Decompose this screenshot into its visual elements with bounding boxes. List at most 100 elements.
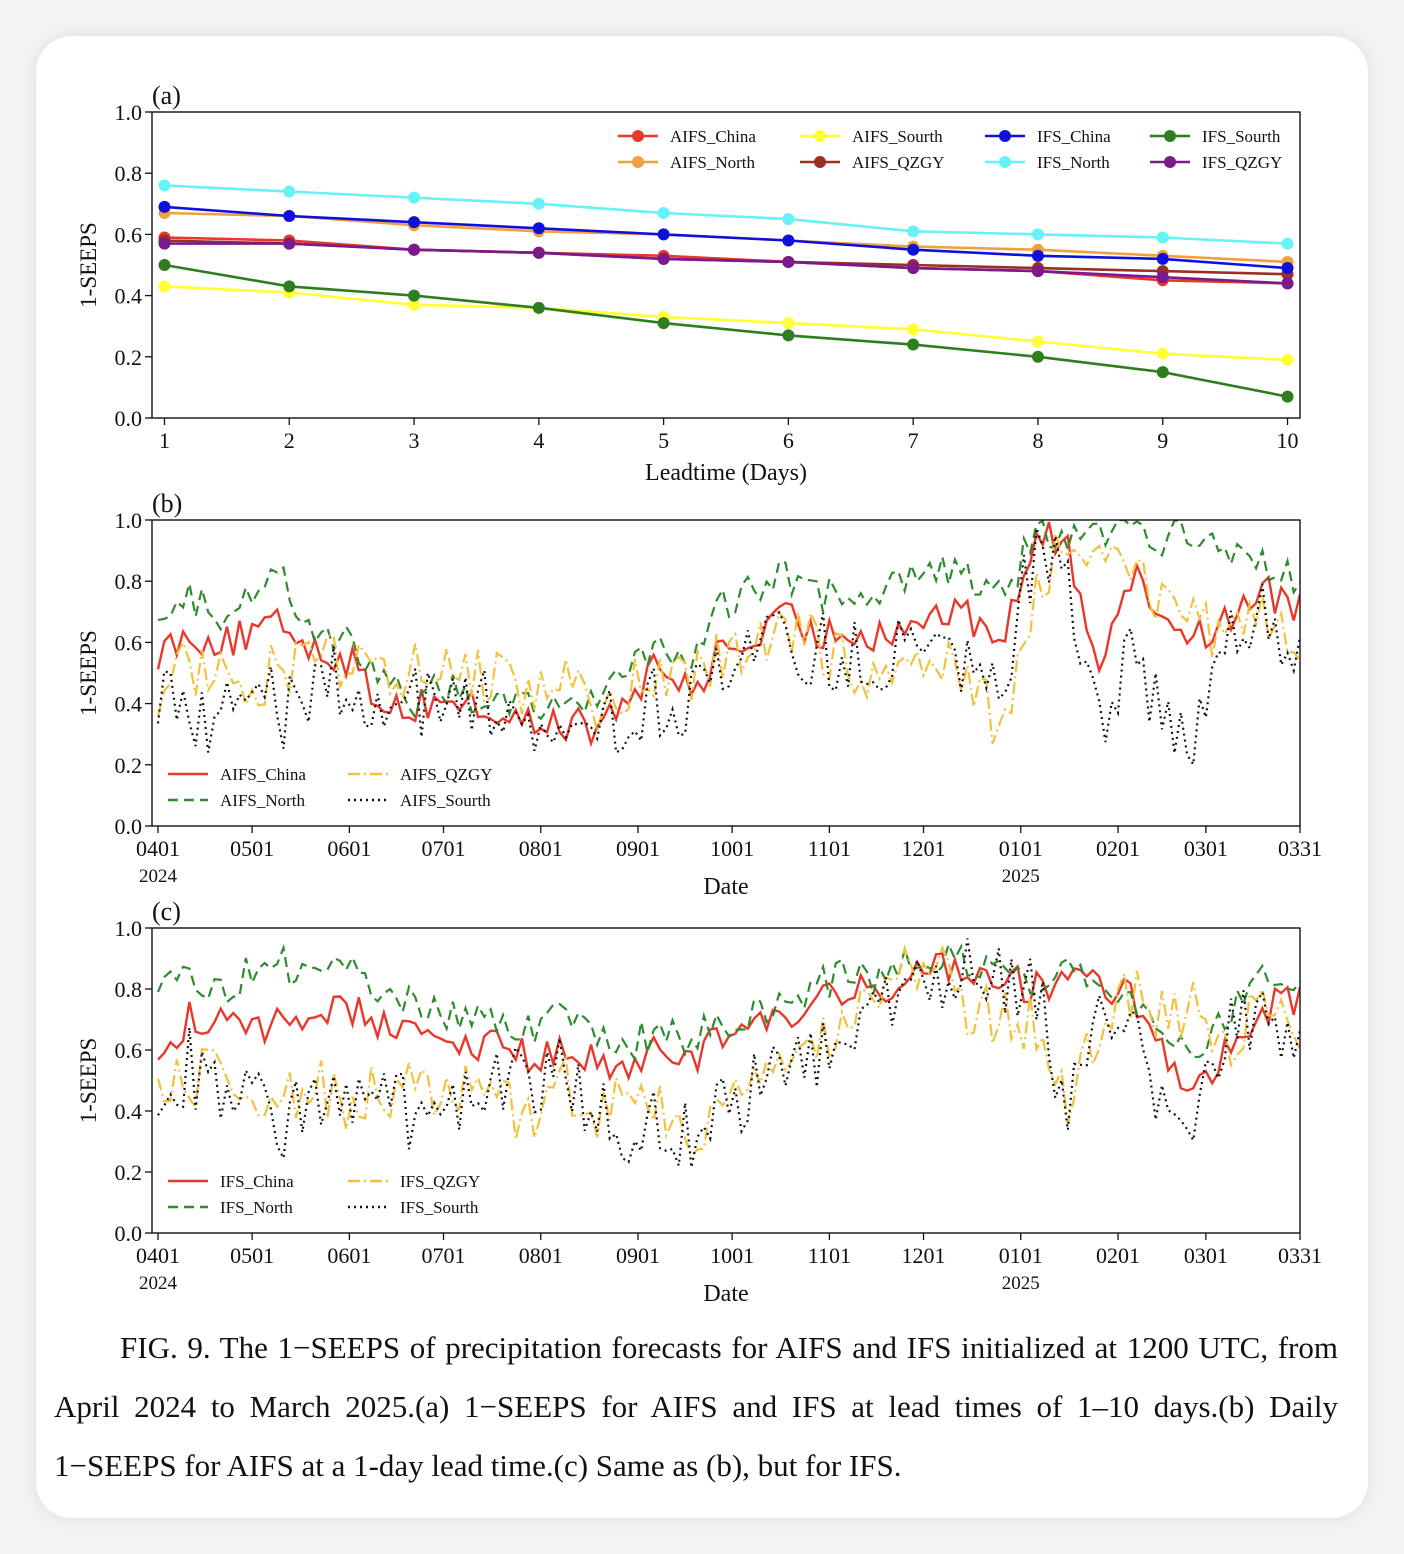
legend-marker — [1164, 156, 1176, 168]
series-line-AIFS_Sourth — [156, 527, 1300, 768]
legend-marker — [632, 156, 644, 168]
data-point-IFS_China — [1156, 252, 1169, 265]
data-point-IFS_QZGY — [1031, 265, 1044, 278]
x-tick-label: 0501 — [230, 1243, 274, 1268]
x-tick-year-label: 2025 — [1002, 1273, 1040, 1294]
x-tick-label: 0801 — [519, 836, 563, 861]
data-point-IFS_North — [1281, 237, 1294, 250]
data-point-IFS_QZGY — [532, 246, 545, 259]
y-tick-label: 0.6 — [115, 1038, 143, 1063]
x-tick-label: 10 — [1277, 428, 1299, 453]
legend-entry: AIFS_Sourth — [400, 791, 491, 810]
x-tick-label: 0901 — [616, 836, 660, 861]
data-point-IFS_Sourth — [1031, 350, 1044, 363]
data-point-IFS_China — [1031, 249, 1044, 262]
x-tick-year-label: 2025 — [1002, 866, 1040, 887]
data-point-IFS_QZGY — [657, 252, 670, 265]
data-point-AIFS_Sourth — [1281, 353, 1294, 366]
series-line-IFS_China — [157, 952, 1300, 1092]
y-tick-label: 0.4 — [115, 692, 143, 717]
x-tick-label: 1001 — [710, 1243, 754, 1268]
x-axis-label: Date — [703, 874, 748, 900]
data-point-IFS_North — [782, 213, 795, 226]
x-tick-label: 0301 — [1184, 1243, 1228, 1268]
panel-label: (b) — [152, 489, 182, 518]
data-point-IFS_North — [657, 206, 670, 219]
plot-frame — [151, 927, 1301, 1234]
series-line-IFS_QZGY — [164, 242, 1288, 285]
legend-marker — [999, 130, 1011, 142]
x-tick-year-label: 2024 — [139, 1273, 178, 1294]
x-tick-label: 1201 — [902, 836, 946, 861]
data-point-IFS_China — [283, 210, 296, 223]
legend: AIFS_China AIFS_North AIFS_Sourth AIFS_QZGY… — [618, 127, 1282, 172]
y-tick-label: 0.6 — [115, 222, 143, 247]
data-point-IFS_North — [283, 185, 296, 198]
y-tick-label: 1.0 — [115, 100, 143, 125]
data-point-IFS_Sourth — [283, 280, 296, 293]
data-point-IFS_China — [1281, 262, 1294, 275]
x-tick-label: 4 — [533, 428, 544, 453]
legend-marker — [632, 130, 644, 142]
y-tick-label: 0.4 — [115, 284, 143, 309]
data-point-IFS_China — [408, 216, 421, 229]
plot-frame — [151, 111, 1301, 419]
data-point-IFS_QZGY — [907, 262, 920, 275]
y-tick-label: 0.6 — [115, 630, 143, 655]
data-point-IFS_QZGY — [408, 243, 421, 256]
legend-entry: IFS_QZGY — [400, 1172, 480, 1191]
data-point-AIFS_Sourth — [1156, 347, 1169, 360]
data-point-IFS_QZGY — [782, 255, 795, 268]
x-tick-label: 0301 — [1184, 836, 1228, 861]
data-point-IFS_North — [907, 225, 920, 238]
x-tick-label: 0101 — [999, 1243, 1043, 1268]
legend-entry: IFS_Sourth — [400, 1198, 479, 1217]
legend-marker — [999, 156, 1011, 168]
x-tick-label: 0601 — [327, 1243, 371, 1268]
legend-entry: AIFS_QZGY — [852, 153, 945, 172]
series-line-IFS_North — [164, 184, 1288, 245]
x-tick-label: 0101 — [999, 836, 1043, 861]
legend-entry: AIFS_QZGY — [400, 765, 493, 784]
panel-a: (a) 0.0 0.2 0.4 0.6 0.8 1.0 1-SEEPS 1 2 3 4 5 6 7 8 9 10 L… — [76, 81, 1301, 486]
x-tick-label: 0401 — [136, 1243, 180, 1268]
data-point-IFS_North — [158, 179, 171, 192]
legend-marker — [814, 130, 826, 142]
panel-label: (c) — [152, 897, 181, 926]
series-line-AIFS_North — [157, 520, 1300, 721]
x-tick-label: 0701 — [422, 836, 466, 861]
figure-svg: (a) 0.0 0.2 0.4 0.6 0.8 1.0 1-SEEPS 1 2 3 4 5 6 7 8 9 10 L… — [76, 81, 1322, 1307]
x-tick-label: 7 — [908, 428, 919, 453]
plot-area — [156, 938, 1300, 1168]
y-tick-label: 1.0 — [115, 508, 143, 533]
x-tick-label: 0701 — [422, 1243, 466, 1268]
legend-entry: IFS_China — [1037, 127, 1111, 146]
y-axis-label: 1-SEEPS — [76, 630, 101, 716]
legend-marker — [814, 156, 826, 168]
data-point-IFS_China — [532, 222, 545, 235]
panel-b: (b) 0.0 0.2 0.4 0.6 0.8 1.0 1-SEEPS 0401 2024 0501… — [76, 489, 1322, 900]
x-tick-label: 9 — [1157, 428, 1168, 453]
data-point-IFS_North — [1156, 231, 1169, 244]
x-tick-label: 1201 — [902, 1243, 946, 1268]
y-tick-label: 0.2 — [115, 345, 143, 370]
x-tick-label: 1001 — [710, 836, 754, 861]
series-line-AIFS_China — [164, 236, 1288, 285]
plot-area — [158, 179, 1294, 403]
x-tick-year-label: 2024 — [139, 866, 178, 887]
data-point-IFS_North — [408, 191, 421, 204]
legend-entry: AIFS_Sourth — [852, 127, 943, 146]
y-tick-label: 0.4 — [115, 1099, 143, 1124]
data-point-IFS_Sourth — [657, 317, 670, 330]
y-tick-label: 0.8 — [115, 977, 143, 1002]
data-point-IFS_Sourth — [408, 289, 421, 302]
x-tick-label: 1101 — [808, 836, 851, 861]
data-point-IFS_QZGY — [1281, 277, 1294, 290]
legend-entry: IFS_China — [220, 1172, 294, 1191]
legend-entry: IFS_QZGY — [1202, 153, 1282, 172]
data-point-AIFS_Sourth — [1031, 335, 1044, 348]
y-axis-label: 1-SEEPS — [76, 1038, 101, 1124]
y-tick-label: 0.0 — [115, 814, 143, 839]
data-point-IFS_Sourth — [1156, 366, 1169, 379]
series-line-IFS_China — [164, 205, 1288, 270]
